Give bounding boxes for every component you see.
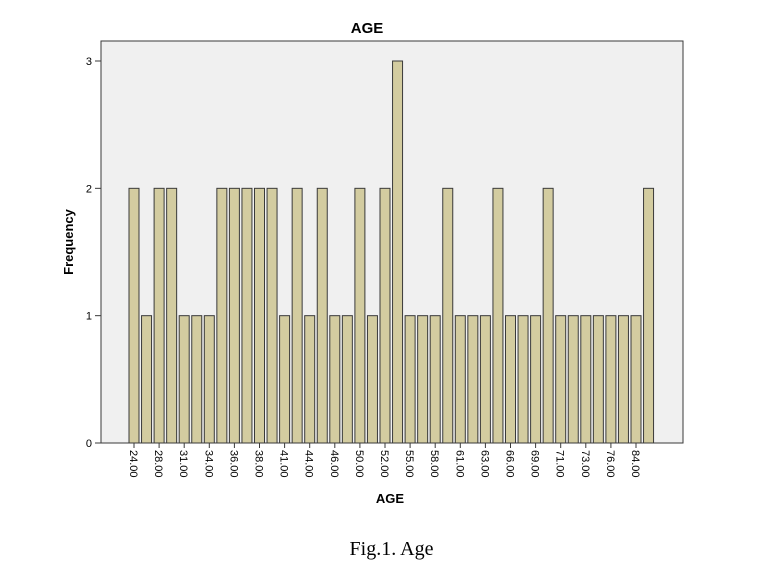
y-axis: 0 1 2 3 xyxy=(86,56,101,450)
chart-title: AGE xyxy=(351,20,384,37)
bar-age-29 xyxy=(166,187,178,444)
bar-age-66 xyxy=(505,315,516,444)
x-tick-label: 31.00 xyxy=(177,450,189,478)
bar-age-84 xyxy=(630,315,642,444)
x-tick-label: 34.00 xyxy=(202,450,214,478)
bar-age-59 xyxy=(442,187,454,444)
y-tick-label: 2 xyxy=(86,183,92,195)
figure-caption: Fig.1. Age xyxy=(349,538,434,560)
bar-age-24 xyxy=(128,187,140,444)
x-tick-label: 55.00 xyxy=(403,450,415,478)
y-tick-label: 0 xyxy=(86,438,92,450)
x-tick-label: 69.00 xyxy=(529,450,541,478)
x-tick-label: 73.00 xyxy=(579,450,591,478)
bar-age-36 xyxy=(228,187,240,444)
bar-age-76 xyxy=(605,315,617,444)
bar-age-62 xyxy=(467,315,479,444)
bar-age-71 xyxy=(555,315,567,444)
bar-age-85 xyxy=(643,187,655,444)
bar-age-38 xyxy=(254,187,265,444)
x-axis: 24.00 28.00 31.00 34.00 36.00 38.00 41.00 44.00… xyxy=(127,443,641,478)
bar-age-63 xyxy=(479,315,491,444)
bar-age-31 xyxy=(178,315,190,444)
x-tick-label: 84.00 xyxy=(629,450,641,478)
y-tick-label: 3 xyxy=(86,56,92,68)
bar-age-45 xyxy=(316,187,328,444)
bars xyxy=(128,60,655,444)
x-tick-label: 50.00 xyxy=(353,450,365,478)
x-tick-label: 38.00 xyxy=(253,450,265,478)
bar-age-51 xyxy=(366,315,378,444)
bar-age-58 xyxy=(429,315,441,444)
x-tick-label: 61.00 xyxy=(453,450,465,478)
x-axis-label: AGE xyxy=(376,491,405,506)
bar-age-61 xyxy=(454,315,466,444)
y-axis-label: Frequency xyxy=(61,208,76,275)
bar-age-46 xyxy=(329,315,341,444)
x-tick-label: 58.00 xyxy=(428,450,440,478)
bar-age-56 xyxy=(417,315,429,444)
bar-age-28 xyxy=(153,187,165,444)
x-tick-label: 46.00 xyxy=(328,450,340,478)
bar-age-25 xyxy=(141,315,153,444)
x-tick-label: 76.00 xyxy=(604,450,616,478)
bar-age-44 xyxy=(304,315,316,444)
x-tick-label: 71.00 xyxy=(554,450,566,478)
bar-age-75 xyxy=(592,315,604,444)
bar-age-72 xyxy=(567,315,579,444)
bar-age-53 xyxy=(392,60,404,444)
bar-age-49 xyxy=(341,315,353,444)
y-tick-label: 1 xyxy=(86,311,92,323)
x-tick-label: 28.00 xyxy=(152,450,164,478)
bar-age-34 xyxy=(203,315,215,444)
bar-age-73 xyxy=(580,315,592,444)
x-tick-label: 36.00 xyxy=(227,450,239,478)
bar-age-69 xyxy=(530,315,542,444)
bar-age-79 xyxy=(617,315,629,444)
bar-age-50 xyxy=(354,187,366,444)
x-tick-label: 63.00 xyxy=(478,450,490,478)
bar-age-37 xyxy=(241,187,253,444)
x-tick-label: 41.00 xyxy=(278,450,290,478)
x-tick-label: 24.00 xyxy=(127,450,139,478)
bar-age-32 xyxy=(191,315,203,444)
x-tick-label: 44.00 xyxy=(303,450,315,478)
x-tick-label: 66.00 xyxy=(504,450,516,478)
x-tick-label: 52.00 xyxy=(378,450,390,478)
bar-age-42 xyxy=(291,187,303,444)
bar-age-55 xyxy=(404,315,416,444)
bar-age-41 xyxy=(279,315,291,444)
bar-age-52 xyxy=(379,187,391,444)
bar-age-35 xyxy=(216,187,228,444)
bar-age-65 xyxy=(492,187,504,444)
bar-age-70 xyxy=(542,187,554,444)
bar-age-39 xyxy=(266,187,278,444)
bar-age-67 xyxy=(517,315,529,444)
